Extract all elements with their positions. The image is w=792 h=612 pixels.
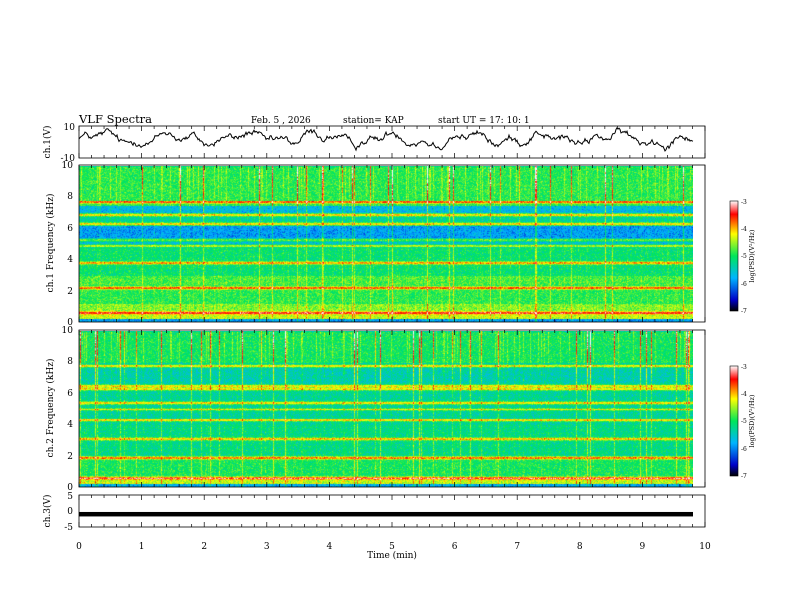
x-tick-8: 8 — [577, 542, 583, 552]
colorbar-1-tick-m6: -6 — [741, 281, 747, 288]
ch2-freq-tick-2: 2 — [67, 452, 73, 462]
x-tick-1: 1 — [139, 542, 145, 552]
colorbar-1-tick-m4: -4 — [741, 226, 747, 233]
ch2-spectrogram — [79, 331, 693, 487]
ch1-spectrogram-xticks — [78, 165, 706, 322]
x-tick-9: 9 — [640, 542, 646, 552]
ch1-freq-tick-0: 0 — [67, 318, 73, 328]
ch1-freq-tick-4: 4 — [67, 255, 73, 265]
colorbar-2: -3 -4 -5 -6 -7 log(PSD)(V²/Hz) — [729, 364, 756, 480]
ch3-ytick-5: 5 — [67, 492, 73, 502]
colorbar-2-tick-m6: -6 — [741, 446, 747, 453]
ch2-spectrogram-xticks — [78, 330, 706, 487]
ch2-freq-tick-10: 10 — [62, 326, 74, 336]
colorbar-2-tick-m3: -3 — [741, 364, 747, 371]
ch3-xticks — [78, 495, 706, 527]
ch2-spectrogram-fo — [79, 331, 693, 487]
colorbar-2-label: log(PSD)(V²/Hz) — [748, 394, 756, 447]
ch3-ylabel: ch.3(V) — [42, 495, 53, 528]
ch2-freq-tick-8: 8 — [67, 357, 73, 367]
colorbar-2-tick-m5: -5 — [741, 418, 747, 425]
x-tick-6: 6 — [452, 542, 458, 552]
ch1-waveform-panel: 10 -10 ch.1(V) — [42, 123, 706, 164]
ch3-waveform-panel: 5 0 -5 ch.3(V) — [42, 492, 706, 533]
colorbar-1-tick-m3: -3 — [741, 199, 747, 206]
ch1-spectrogram-panel: 0 2 4 6 8 10 ch.1 Frequency (kHz) — [45, 161, 706, 328]
ch1-spectrogram — [79, 166, 693, 322]
x-axis: 0 1 2 3 4 5 6 7 8 9 10 Time (min) — [76, 542, 711, 561]
x-tick-0: 0 — [76, 542, 82, 552]
colorbar-2-gradient — [729, 365, 739, 477]
ch1-freq-tick-2: 2 — [67, 287, 73, 297]
colorbar-2-tick-m7: -7 — [741, 473, 747, 480]
ch1-freq-tick-10: 10 — [62, 161, 74, 171]
x-tick-5: 5 — [389, 542, 395, 552]
ch3-ytick-minus5: -5 — [64, 523, 73, 533]
ch2-spectrogram-ylabel: ch.2 Frequency (kHz) — [45, 359, 56, 458]
ch1-freq-tick-6: 6 — [67, 224, 73, 234]
x-tick-7: 7 — [514, 542, 520, 552]
ch1-spectrogram-yticks: 0 2 4 6 8 10 — [62, 161, 74, 328]
ch2-freq-tick-0: 0 — [67, 483, 73, 493]
ch2-spectrogram-panel: 0 2 4 6 8 10 ch.2 Frequency (kHz) — [45, 326, 706, 493]
colorbar-2-tick-m4: -4 — [741, 391, 747, 398]
start-ut-label: start UT = 17: 10: 1 — [438, 116, 530, 126]
x-axis-label: Time (min) — [367, 550, 417, 561]
colorbar-1-label: log(PSD)(V²/Hz) — [748, 229, 756, 282]
x-tick-3: 3 — [264, 542, 270, 552]
ch1-ylabel: ch.1(V) — [42, 126, 53, 159]
ch1-ytick-bottom: -10 — [61, 154, 76, 164]
ch2-spectrogram-yticks: 0 2 4 6 8 10 — [62, 326, 74, 493]
ch1-waveform-line — [78, 126, 694, 152]
x-tick-10: 10 — [699, 542, 711, 552]
colorbar-1: -3 -4 -5 -6 -7 log(PSD)(V²/Hz) — [729, 199, 756, 315]
date-label: Feb. 5 , 2026 — [251, 116, 311, 126]
colorbar-1-gradient — [729, 200, 739, 312]
ch3-ytick-0: 0 — [67, 507, 73, 517]
ch1-xticks — [78, 126, 706, 158]
station-label: station= KAP — [343, 116, 404, 126]
ch1-ytick-top: 10 — [64, 123, 76, 133]
colorbar-1-tick-m5: -5 — [741, 253, 747, 260]
ch2-freq-tick-4: 4 — [67, 420, 73, 430]
x-tick-4: 4 — [327, 542, 333, 552]
ch3-signal-band — [79, 511, 693, 517]
chart-title: VLF Spectra — [78, 112, 152, 126]
ch1-spectrogram-fo — [79, 166, 693, 322]
ch1-freq-tick-8: 8 — [67, 192, 73, 202]
x-tick-2: 2 — [201, 542, 207, 552]
ch1-spectrogram-ylabel: ch.1 Frequency (kHz) — [45, 194, 56, 293]
colorbar-1-tick-m7: -7 — [741, 308, 747, 315]
ch2-freq-tick-6: 6 — [67, 389, 73, 399]
